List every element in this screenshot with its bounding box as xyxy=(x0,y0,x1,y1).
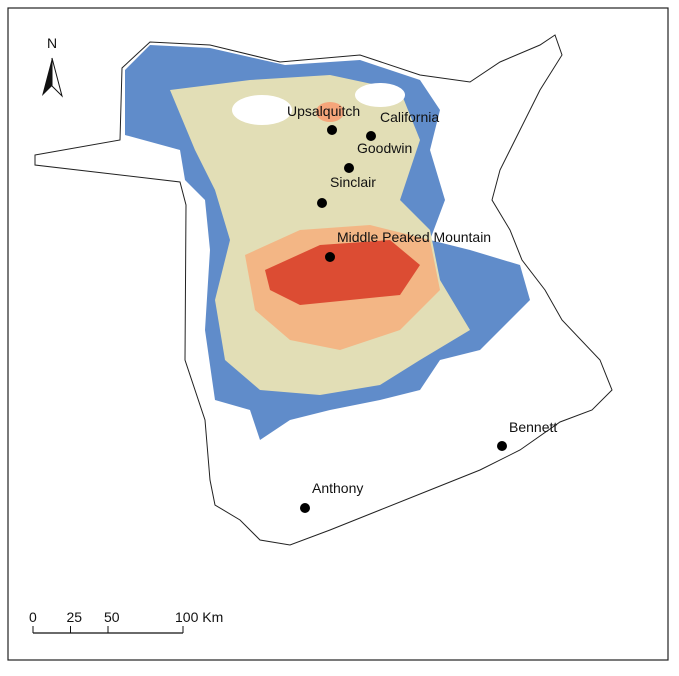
lake xyxy=(232,95,292,125)
north-arrow-left xyxy=(42,58,52,96)
place-label: Upsalquitch xyxy=(287,103,360,119)
place-label: Sinclair xyxy=(330,174,376,190)
scale-label: 25 xyxy=(67,609,83,625)
habitat-high xyxy=(316,102,344,122)
place-label: Goodwin xyxy=(357,140,412,156)
habitat-peak xyxy=(265,240,420,305)
place-marker xyxy=(300,503,310,513)
place-marker xyxy=(366,131,376,141)
scale-label: 100 Km xyxy=(175,609,223,625)
places: Upsalquitch California Goodwin Sinclair Midd… xyxy=(287,103,557,513)
place-label: California xyxy=(380,109,439,125)
scale-bar: 0 25 50 100 Km xyxy=(29,609,223,634)
place-marker xyxy=(344,163,354,173)
north-arrow-right xyxy=(51,57,63,98)
place-marker xyxy=(317,198,327,208)
scale-label: 0 xyxy=(29,609,37,625)
north-arrow: N xyxy=(42,35,63,98)
place-label: Bennett xyxy=(509,419,557,435)
north-label: N xyxy=(47,35,57,51)
place-marker xyxy=(497,441,507,451)
place-marker xyxy=(325,252,335,262)
scale-label: 50 xyxy=(104,609,120,625)
place-marker xyxy=(327,125,337,135)
place-label: Middle Peaked Mountain xyxy=(337,229,491,245)
place-label: Anthony xyxy=(312,480,363,496)
lake xyxy=(355,83,405,107)
